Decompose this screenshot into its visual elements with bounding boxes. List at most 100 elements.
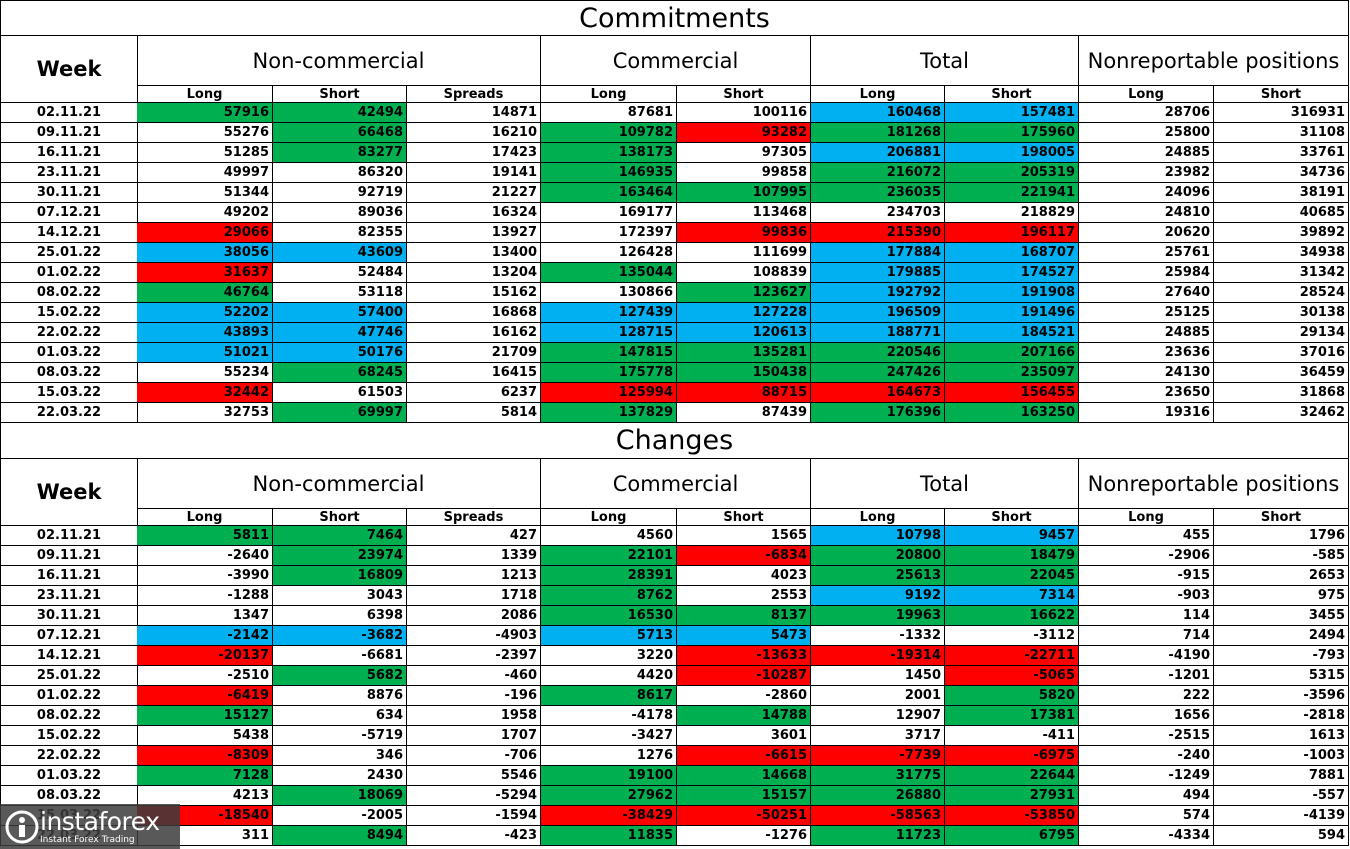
week-cell: 08.02.22 [0, 283, 138, 303]
value-cell: 46764 [137, 283, 273, 303]
value-cell: 92719 [273, 183, 407, 203]
value-cell: 5438 [137, 726, 273, 746]
value-cell: 135281 [677, 343, 811, 363]
value-cell: 10798 [811, 526, 945, 546]
value-cell: 31108 [1214, 123, 1349, 143]
value-cell: -6615 [677, 746, 811, 766]
week-cell: 15.02.22 [0, 726, 138, 746]
week-cell: 16.11.21 [0, 566, 138, 586]
week-cell: 09.11.21 [0, 123, 138, 143]
value-cell: 33761 [1214, 143, 1349, 163]
value-cell: -903 [1079, 586, 1214, 606]
logo-icon [5, 810, 39, 844]
value-cell: 47746 [273, 323, 407, 343]
value-cell: 25761 [1079, 243, 1214, 263]
value-cell: 31868 [1214, 383, 1349, 403]
value-cell: 157481 [945, 103, 1079, 123]
value-cell: 18479 [945, 546, 1079, 566]
value-cell: 8494 [273, 826, 407, 846]
value-cell: 494 [1079, 786, 1214, 806]
column-header: Long [811, 86, 945, 103]
value-cell: 207166 [945, 343, 1079, 363]
value-cell: 51285 [137, 143, 273, 163]
value-cell: 150438 [677, 363, 811, 383]
value-cell: 1718 [407, 586, 541, 606]
value-cell: 1276 [541, 746, 677, 766]
value-cell: 316931 [1214, 103, 1349, 123]
value-cell: 57400 [273, 303, 407, 323]
value-cell: -53850 [945, 806, 1079, 826]
value-cell: 99858 [677, 163, 811, 183]
value-cell: 205319 [945, 163, 1079, 183]
value-cell: 137829 [541, 403, 677, 423]
value-cell: 184521 [945, 323, 1079, 343]
value-cell: 14788 [677, 706, 811, 726]
value-cell: -5719 [273, 726, 407, 746]
value-cell: -4178 [541, 706, 677, 726]
value-cell: 24885 [1079, 323, 1214, 343]
value-cell: 311 [137, 826, 273, 846]
value-cell: 32442 [137, 383, 273, 403]
value-cell: -1276 [677, 826, 811, 846]
value-cell: -2515 [1079, 726, 1214, 746]
column-header: Short [677, 509, 811, 526]
value-cell: -2397 [407, 646, 541, 666]
value-cell: 2001 [811, 686, 945, 706]
week-cell: 02.11.21 [0, 526, 138, 546]
value-cell: 191496 [945, 303, 1079, 323]
value-cell: 3455 [1214, 606, 1349, 626]
column-header: Spreads [407, 509, 541, 526]
value-cell: 109782 [541, 123, 677, 143]
value-cell: 16415 [407, 363, 541, 383]
value-cell: -8309 [137, 746, 273, 766]
value-cell: 6795 [945, 826, 1079, 846]
value-cell: 1613 [1214, 726, 1349, 746]
column-header: Long [811, 509, 945, 526]
value-cell: 3601 [677, 726, 811, 746]
value-cell: 27640 [1079, 283, 1214, 303]
value-cell: 24885 [1079, 143, 1214, 163]
value-cell: 25800 [1079, 123, 1214, 143]
value-cell: 8762 [541, 586, 677, 606]
value-cell: 55276 [137, 123, 273, 143]
value-cell: 5473 [677, 626, 811, 646]
value-cell: 127228 [677, 303, 811, 323]
value-cell: 5315 [1214, 666, 1349, 686]
column-header: Short [945, 86, 1079, 103]
week-cell: 01.02.22 [0, 263, 138, 283]
value-cell: 160468 [811, 103, 945, 123]
value-cell: 125994 [541, 383, 677, 403]
value-cell: -5065 [945, 666, 1079, 686]
value-cell: 113468 [677, 203, 811, 223]
week-cell: 08.02.22 [0, 706, 138, 726]
value-cell: 16622 [945, 606, 1079, 626]
value-cell: 346 [273, 746, 407, 766]
value-cell: -460 [407, 666, 541, 686]
value-cell: 9457 [945, 526, 1079, 546]
value-cell: -585 [1214, 546, 1349, 566]
value-cell: 235097 [945, 363, 1079, 383]
value-cell: 38191 [1214, 183, 1349, 203]
value-cell: 196509 [811, 303, 945, 323]
value-cell: 198005 [945, 143, 1079, 163]
week-cell: 02.11.21 [0, 103, 138, 123]
week-cell: 22.02.22 [0, 323, 138, 343]
value-cell: 37016 [1214, 343, 1349, 363]
value-cell: 19963 [811, 606, 945, 626]
value-cell: 220546 [811, 343, 945, 363]
value-cell: 16162 [407, 323, 541, 343]
week-cell: 01.03.22 [0, 343, 138, 363]
value-cell: 55234 [137, 363, 273, 383]
column-header: Long [541, 509, 677, 526]
value-cell: 16530 [541, 606, 677, 626]
value-cell: 11835 [541, 826, 677, 846]
value-cell: 108839 [677, 263, 811, 283]
value-cell: -2860 [677, 686, 811, 706]
value-cell: 66468 [273, 123, 407, 143]
value-cell: 34736 [1214, 163, 1349, 183]
value-cell: 196117 [945, 223, 1079, 243]
value-cell: -6681 [273, 646, 407, 666]
week-cell: 07.12.21 [0, 626, 138, 646]
section-title: Commitments [0, 0, 1349, 36]
column-header: Long [1079, 86, 1214, 103]
